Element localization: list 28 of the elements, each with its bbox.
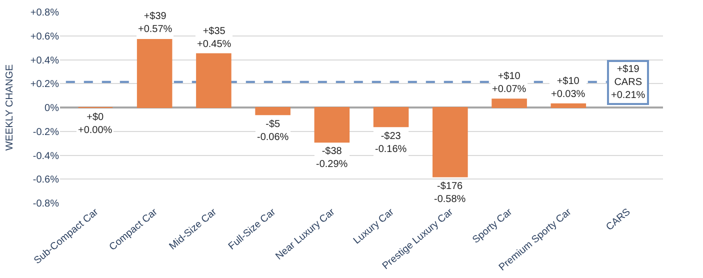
y-tick-label: +0.6% (30, 31, 60, 42)
bar (255, 107, 290, 116)
bar (314, 107, 350, 143)
data-label: +$35 +0.45% (197, 26, 232, 50)
y-tick-label: +0.4% (30, 55, 60, 66)
bar (492, 98, 527, 108)
data-label: -$5 -0.06% (257, 119, 289, 143)
data-label: +$10 +0.03% (551, 76, 586, 100)
bar (196, 53, 232, 108)
data-label: -$176 -0.58% (434, 181, 466, 205)
y-tick-label: -0.4% (32, 150, 60, 162)
bar (136, 38, 172, 108)
y-tick-label: 0% (44, 103, 60, 114)
data-label: +$0 +0.00% (78, 112, 112, 136)
bar (432, 107, 468, 178)
y-tick-label: -0.6% (32, 174, 60, 186)
y-tick-label: -0.8% (32, 198, 60, 210)
bar (550, 103, 586, 108)
y-axis-title: WEEKLY CHANGE (4, 64, 16, 151)
bar (373, 107, 409, 128)
data-label: -$38 -0.29% (316, 146, 348, 170)
ref-line-label: +$19 CARS +0.21% (611, 64, 646, 101)
data-label: -$23 -0.16% (375, 131, 407, 155)
y-tick-label: +0.2% (30, 79, 60, 90)
y-tick-label: +0.8% (30, 8, 60, 18)
y-tick-label: -0.2% (32, 126, 60, 138)
data-label: +$39 +0.57% (138, 11, 172, 35)
data-label: +$10 +0.07% (492, 71, 526, 95)
